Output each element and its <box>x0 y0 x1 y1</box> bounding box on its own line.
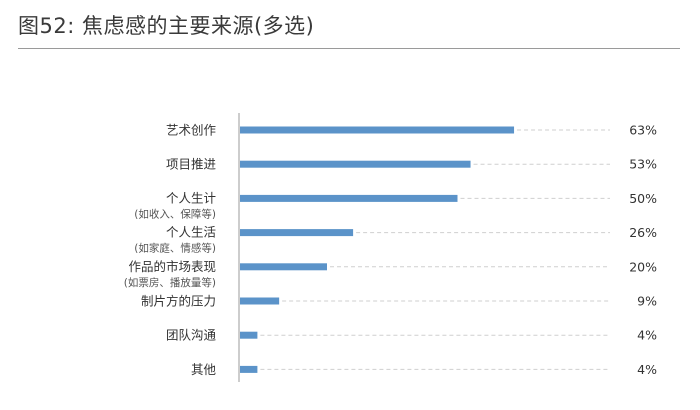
category-label: 个人生活 <box>166 225 216 240</box>
bar <box>240 331 258 339</box>
bar <box>240 194 458 202</box>
bar <box>240 126 515 134</box>
data-label: 53% <box>629 157 657 172</box>
category-label: 项目推进 <box>166 157 217 172</box>
page-title: 图52: 焦虑感的主要来源(多选) <box>18 14 315 38</box>
bar <box>240 365 258 373</box>
category-sublabel: (如家庭、情感等) <box>134 242 216 255</box>
category-label: 其他 <box>191 362 217 377</box>
data-label: 50% <box>629 191 657 206</box>
bar <box>240 160 471 168</box>
data-label: 4% <box>637 328 657 343</box>
category-label: 作品的市场表现 <box>128 259 216 274</box>
bar <box>240 263 327 271</box>
bar <box>240 229 354 237</box>
category-label: 团队沟通 <box>166 328 217 343</box>
title-divider <box>18 48 680 49</box>
category-label: 个人生计 <box>166 190 216 205</box>
data-label: 4% <box>637 362 657 377</box>
data-label: 20% <box>629 259 657 274</box>
category-sublabel: (如票房、播放量等) <box>124 276 216 289</box>
data-label: 26% <box>629 225 657 240</box>
category-label: 艺术创作 <box>166 123 217 138</box>
category-label: 制片方的压力 <box>141 294 216 309</box>
data-label: 63% <box>629 123 657 138</box>
bar <box>240 297 280 305</box>
data-label: 9% <box>637 294 657 309</box>
category-sublabel: (如收入、保障等) <box>134 207 216 220</box>
